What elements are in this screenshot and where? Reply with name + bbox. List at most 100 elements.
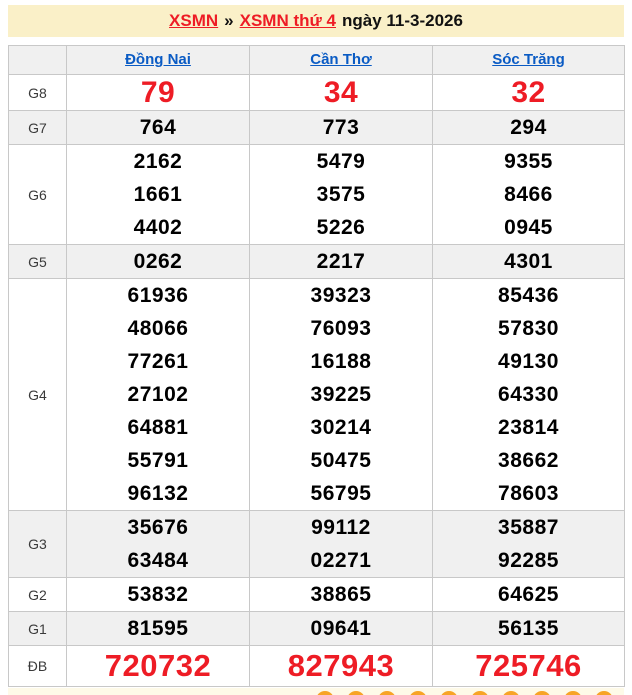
prize-cell-g2-col2: 38865 <box>249 577 433 612</box>
prize-number: 294 <box>510 116 547 139</box>
prize-number: 725746 <box>475 648 582 683</box>
prize-cell-g1-col1: 81595 <box>66 611 250 646</box>
xsmn-day-link[interactable]: XSMN thứ 4 <box>239 11 336 30</box>
xsmn-link[interactable]: XSMN <box>169 11 219 30</box>
lotto-ball <box>564 691 582 695</box>
prize-number: 64625 <box>498 583 559 606</box>
prize-number: 35887 <box>498 516 559 539</box>
prize-number: 38662 <box>498 449 559 472</box>
table-row-g4: G4 61936 48066 77261 27102 64881 55791 96132 393… <box>8 278 625 511</box>
prize-cell-g5-col3: 4301 <box>432 244 625 279</box>
title-bar: XSMN » XSMN thứ 4 ngày 11-3-2026 <box>8 5 624 37</box>
lotto-ball <box>316 691 334 695</box>
prize-cell-g2-col1: 53832 <box>66 577 250 612</box>
prize-number: 78603 <box>498 482 559 505</box>
prize-number: 32 <box>511 76 546 109</box>
province-link[interactable]: Sóc Trăng <box>492 51 565 68</box>
prize-cell-g4-col2: 39323 76093 16188 39225 30214 50475 56795 <box>249 278 433 511</box>
prize-cell-g2-col3: 64625 <box>432 577 625 612</box>
table-row-g8: G8 79 34 32 <box>8 74 625 111</box>
title-separator: » <box>224 11 234 30</box>
prize-cell-db-col1: 720732 <box>66 645 250 687</box>
prize-number: 02271 <box>310 549 372 572</box>
prize-number: 9355 <box>504 150 553 173</box>
prize-number: 5479 <box>316 150 366 173</box>
corner-cell <box>8 45 67 75</box>
prize-number: 720732 <box>104 648 212 683</box>
prize-cell-g6-col3: 9355 8466 0945 <box>432 144 625 245</box>
prize-number: 23814 <box>498 416 559 439</box>
table-row-g5: G5 0262 2217 4301 <box>8 244 625 279</box>
prize-cell-g7-col2: 773 <box>249 110 433 145</box>
prize-number: 4301 <box>504 250 553 273</box>
prize-number: 8466 <box>504 183 553 206</box>
column-header-1: Đồng Nai <box>66 45 250 75</box>
prize-number: 39323 <box>310 284 372 307</box>
prize-cell-g4-col3: 85436 57830 49130 64330 23814 38662 78603 <box>432 278 625 511</box>
prize-cell-g5-col1: 0262 <box>66 244 250 279</box>
lotto-ball <box>533 691 551 695</box>
title-date: ngày 11-3-2026 <box>342 11 463 30</box>
prize-number: 56135 <box>498 617 559 640</box>
prize-number: 16188 <box>310 350 372 373</box>
prize-number: 64881 <box>127 416 189 439</box>
prize-label-g6: G6 <box>8 144 67 245</box>
prize-cell-g3-col2: 99112 02271 <box>249 510 433 578</box>
lotto-ball <box>347 691 365 695</box>
prize-label-g4: G4 <box>8 278 67 511</box>
prize-number: 38865 <box>310 583 372 606</box>
prize-label-g7: G7 <box>8 110 67 145</box>
prize-cell-g7-col3: 294 <box>432 110 625 145</box>
prize-number: 50475 <box>310 449 372 472</box>
prize-cell-g6-col2: 5479 3575 5226 <box>249 144 433 245</box>
prize-number: 57830 <box>498 317 559 340</box>
prize-number: 96132 <box>127 482 189 505</box>
prize-label-g2: G2 <box>8 577 67 612</box>
province-link[interactable]: Đồng Nai <box>125 51 191 68</box>
prize-cell-g5-col2: 2217 <box>249 244 433 279</box>
prize-number: 56795 <box>310 482 372 505</box>
prize-number: 76093 <box>310 317 372 340</box>
column-header-2: Cần Thơ <box>249 45 433 75</box>
prize-number: 27102 <box>127 383 189 406</box>
table-row-g3: G3 35676 63484 99112 02271 35887 92285 <box>8 510 625 578</box>
lotto-ball <box>440 691 458 695</box>
prize-number: 0262 <box>133 250 183 273</box>
prize-cell-db-col3: 725746 <box>432 645 625 687</box>
table-row-db: ĐB 720732 827943 725746 <box>8 645 625 687</box>
prize-number: 5226 <box>316 216 366 239</box>
prize-cell-g1-col2: 09641 <box>249 611 433 646</box>
prize-number: 61936 <box>127 284 189 307</box>
prize-cell-g7-col1: 764 <box>66 110 250 145</box>
prize-cell-g3-col1: 35676 63484 <box>66 510 250 578</box>
prize-number: 77261 <box>127 350 189 373</box>
prize-number: 99112 <box>311 516 371 539</box>
prize-cell-g1-col3: 56135 <box>432 611 625 646</box>
column-header-3: Sóc Trăng <box>432 45 625 75</box>
prize-cell-g8-col1: 79 <box>66 74 250 111</box>
results-table: Đồng Nai Cần Thơ Sóc Trăng G8 79 34 32 G7 764 77… <box>8 45 625 687</box>
prize-number: 1661 <box>133 183 183 206</box>
table-row-g1: G1 81595 09641 56135 <box>8 611 625 646</box>
prize-number: 92285 <box>498 549 559 572</box>
results-body: G8 79 34 32 G7 764 773 294 G6 2162 1661 4402 5479 357… <box>8 74 625 687</box>
prize-label-g5: G5 <box>8 244 67 279</box>
prize-number: 764 <box>139 116 177 139</box>
prize-label-db: ĐB <box>8 645 67 687</box>
prize-number: 79 <box>140 76 176 109</box>
prize-number: 81595 <box>127 617 189 640</box>
lotto-ball <box>502 691 520 695</box>
table-row-g6: G6 2162 1661 4402 5479 3575 5226 9355 8466 0945 <box>8 144 625 245</box>
prize-number: 63484 <box>127 549 189 572</box>
lotto-ball <box>471 691 489 695</box>
lotto-balls-strip <box>8 688 624 695</box>
prize-number: 49130 <box>498 350 559 373</box>
prize-number: 3575 <box>316 183 366 206</box>
prize-number: 85436 <box>498 284 559 307</box>
province-link[interactable]: Cần Thơ <box>310 51 372 68</box>
prize-number: 48066 <box>127 317 189 340</box>
prize-cell-db-col2: 827943 <box>249 645 433 687</box>
prize-cell-g6-col1: 2162 1661 4402 <box>66 144 250 245</box>
lotto-ball <box>378 691 396 695</box>
prize-number: 39225 <box>310 383 372 406</box>
